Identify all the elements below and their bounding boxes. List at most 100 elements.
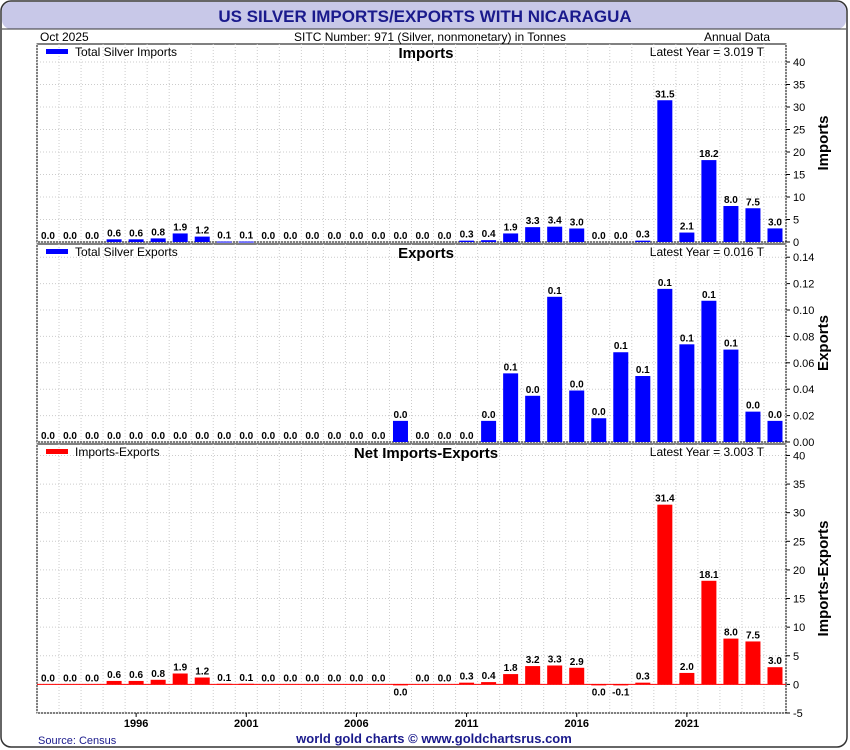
panel-title: Imports [398, 45, 453, 62]
y-axis-title: Imports [815, 115, 832, 170]
bar [392, 684, 408, 686]
bar [657, 100, 673, 242]
bar [216, 683, 232, 685]
bar-value-label: 0.0 [614, 231, 628, 242]
x-tick-label: 2021 [675, 718, 699, 730]
bar [701, 160, 717, 242]
bar-value-label: 0.1 [504, 362, 518, 373]
bar-value-label: 0.0 [592, 407, 606, 418]
bar [150, 238, 166, 242]
bar-value-label: 0.0 [85, 431, 99, 442]
frequency-label: Annual Data [704, 30, 770, 44]
bar-value-label: 0.0 [305, 231, 319, 242]
y-tick-label: 20 [793, 147, 805, 159]
bar-value-label: 0.0 [460, 431, 474, 442]
y-tick-label: 0.14 [793, 252, 814, 264]
bar-value-label: 0.0 [416, 673, 430, 684]
y-tick-label: 0.02 [793, 411, 814, 423]
latest-year-label: Latest Year = 3.019 T [650, 45, 765, 59]
y-tick-label: 0 [793, 237, 799, 249]
legend-label: Total Silver Imports [75, 45, 177, 59]
bar-value-label: 0.0 [592, 687, 606, 698]
bar [613, 684, 629, 686]
bar-value-label: 0.3 [460, 672, 474, 683]
bar [635, 240, 651, 242]
bar-value-label: 0.0 [372, 673, 386, 684]
bar-value-label: 0.0 [129, 431, 143, 442]
bar-value-label: 0.0 [327, 431, 341, 442]
bar [106, 239, 122, 242]
bar [591, 418, 607, 442]
subtitle: SITC Number: 971 (Silver, nonmonetary) i… [294, 30, 566, 44]
y-tick-label: 30 [793, 508, 805, 520]
bar-value-label: 0.0 [526, 385, 540, 396]
bar [481, 240, 497, 242]
bar [503, 373, 519, 442]
bar [679, 344, 695, 442]
bar-value-label: 0.1 [548, 286, 562, 297]
bar [569, 667, 585, 685]
bar-value-label: 1.9 [173, 222, 187, 233]
bar [679, 232, 695, 242]
bar [701, 580, 717, 685]
bar-value-label: 0.8 [151, 669, 165, 680]
bar-value-label: 3.0 [768, 656, 782, 667]
bar-value-label: 1.9 [504, 222, 518, 233]
y-tick-label: 0.10 [793, 305, 814, 317]
bar-value-label: 18.1 [699, 570, 719, 581]
x-tick-label: 2016 [564, 718, 588, 730]
bar-value-label: 0.0 [349, 673, 363, 684]
y-tick-label: -5 [793, 708, 803, 720]
bar-value-label: 0.1 [217, 673, 231, 684]
panels: 0 5 10 15 20 25 30 35 40 0.0 0.0 0.0 0.6 0.6 0.8 1.9 1.2… [36, 43, 832, 720]
panel-2: 0.00 0.02 0.04 0.06 0.08 0.10 0.12 0.14 0.0 0.0 0.… [36, 243, 832, 449]
bar-value-label: 0.0 [283, 673, 297, 684]
bar-value-label: 0.0 [85, 231, 99, 242]
bar-value-label: 0.6 [107, 670, 121, 681]
bar [238, 683, 254, 685]
bar-value-label: 0.1 [724, 339, 738, 350]
bar [635, 682, 651, 685]
bar-value-label: 0.0 [394, 410, 408, 421]
bar [503, 233, 519, 242]
bar [591, 684, 607, 686]
bar-value-label: 0.1 [614, 341, 628, 352]
bar [635, 376, 651, 442]
bar [238, 241, 254, 243]
latest-year-label: Latest Year = 3.003 T [650, 445, 765, 459]
bar [569, 390, 585, 442]
bar [216, 241, 232, 243]
bar-value-label: 0.4 [482, 229, 496, 240]
y-tick-label: 0 [793, 679, 799, 691]
bar-value-label: 0.0 [261, 673, 275, 684]
bar [547, 226, 563, 242]
bar [723, 638, 739, 685]
bar-value-label: 0.1 [636, 365, 650, 376]
bar-value-label: 7.5 [746, 630, 760, 641]
bar-value-label: 7.5 [746, 197, 760, 208]
bar [106, 680, 122, 685]
title-bar [2, 2, 846, 29]
bar [503, 674, 519, 685]
bar-value-label: 0.0 [85, 673, 99, 684]
legend-swatch [46, 449, 68, 454]
bar [150, 679, 166, 685]
bar-value-label: 0.0 [349, 431, 363, 442]
y-tick-label: 0.08 [793, 331, 814, 343]
bar [459, 240, 475, 242]
bar-value-label: 0.0 [416, 431, 430, 442]
bar [525, 666, 541, 685]
bar-value-label: 0.3 [636, 230, 650, 241]
bar-value-label: 0.3 [460, 230, 474, 241]
bar [723, 349, 739, 442]
bar [767, 420, 783, 442]
bar-value-label: 0.0 [305, 673, 319, 684]
bar-value-label: 31.4 [655, 494, 675, 505]
y-tick-label: 10 [793, 192, 805, 204]
y-tick-label: 0.12 [793, 279, 814, 291]
bar-value-label: 0.0 [261, 431, 275, 442]
x-tick-label: 2011 [455, 718, 479, 730]
bar-value-label: 0.4 [482, 671, 496, 682]
bar [723, 206, 739, 242]
y-tick-label: 5 [793, 215, 799, 227]
